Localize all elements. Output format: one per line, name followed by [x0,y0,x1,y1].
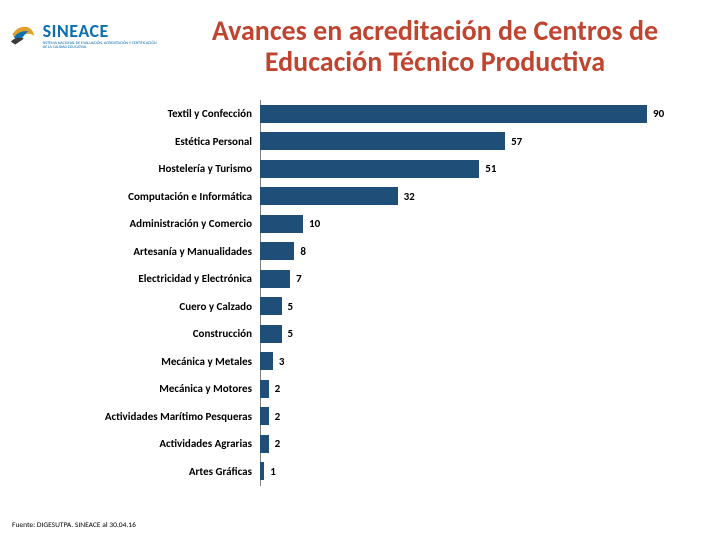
bar-zone: 5 [260,325,690,343]
category-label: Mecánica y Metales [30,355,260,368]
logo-main: SINEACE [43,20,158,42]
logo-mark-icon [8,14,39,56]
bar-zone: 57 [260,132,690,150]
bar-zone: 90 [260,105,690,123]
category-label: Computación e Informática [30,190,260,203]
value-label: 5 [288,300,294,313]
chart-row: Cuero y Calzado 5 [30,293,690,321]
bar-zone: 5 [260,297,690,315]
page-title: Avances en acreditación de Centros de Ed… [165,16,705,78]
slide: SINEACE SISTEMA NACIONAL DE EVALUACIÓN, … [0,0,720,540]
chart-row: Mecánica y Motores 2 [30,375,690,403]
category-label: Hostelería y Turismo [30,162,260,175]
logo-sub: SISTEMA NACIONAL DE EVALUACIÓN, ACREDITA… [43,42,158,50]
value-label: 32 [404,190,415,203]
chart-row: Mecánica y Metales 3 [30,348,690,376]
bar [260,187,398,205]
bar-zone: 2 [260,435,690,453]
bar [260,215,303,233]
bar [260,242,294,260]
source-text: Fuente: DIGESUTPA. SINEACE al 30.04.16 [12,521,136,530]
bar-zone: 51 [260,160,690,178]
chart-row: Electricidad y Electrónica 7 [30,265,690,293]
bar-zone: 3 [260,352,690,370]
logo-text: SINEACE SISTEMA NACIONAL DE EVALUACIÓN, … [43,20,158,50]
bar [260,270,290,288]
value-label: 2 [275,382,281,395]
bar [260,380,269,398]
chart-row: Actividades Agrarias 2 [30,430,690,458]
category-label: Artes Gráficas [30,465,260,478]
category-label: Electricidad y Electrónica [30,272,260,285]
value-label: 51 [485,162,496,175]
chart-row: Artesanía y Manualidades 8 [30,238,690,266]
value-label: 1 [270,465,276,478]
value-label: 57 [511,135,522,148]
chart-row: Construcción 5 [30,320,690,348]
bar-zone: 10 [260,215,690,233]
bar [260,352,273,370]
chart-row: Estética Personal 57 [30,128,690,156]
category-label: Cuero y Calzado [30,300,260,313]
value-label: 7 [296,272,302,285]
value-label: 2 [275,437,281,450]
value-label: 5 [288,327,294,340]
category-label: Textil y Confección [30,107,260,120]
chart-row: Hostelería y Turismo 51 [30,155,690,183]
bar-zone: 2 [260,407,690,425]
bar [260,132,505,150]
bar-chart: Textil y Confección90Estética Personal57… [30,100,690,500]
logo: SINEACE SISTEMA NACIONAL DE EVALUACIÓN, … [8,8,158,62]
category-label: Administración y Comercio [30,217,260,230]
bar [260,297,282,315]
bar [260,435,269,453]
bar-zone: 2 [260,380,690,398]
category-label: Construcción [30,327,260,340]
category-label: Estética Personal [30,135,260,148]
bar-zone: 7 [260,270,690,288]
category-label: Actividades Marítimo Pesqueras [30,410,260,423]
value-label: 8 [300,245,306,258]
value-label: 10 [309,217,320,230]
bar [260,105,647,123]
bar [260,462,264,480]
value-label: 2 [275,410,281,423]
chart-row: Artes Gráficas 1 [30,458,690,486]
value-label: 3 [279,355,285,368]
chart-row: Textil y Confección 90 [30,100,690,128]
bar-zone: 8 [260,242,690,260]
bar-zone: 32 [260,187,690,205]
bar [260,160,479,178]
category-label: Artesanía y Manualidades [30,245,260,258]
bar [260,407,269,425]
value-label: 90 [653,107,664,120]
chart-row: Administración y Comercio 10 [30,210,690,238]
category-label: Mecánica y Motores [30,382,260,395]
bar-zone: 1 [260,462,690,480]
chart-row: Computación e Informática 32 [30,183,690,211]
category-label: Actividades Agrarias [30,437,260,450]
bar [260,325,282,343]
chart-row: Actividades Marítimo Pesqueras 2 [30,403,690,431]
